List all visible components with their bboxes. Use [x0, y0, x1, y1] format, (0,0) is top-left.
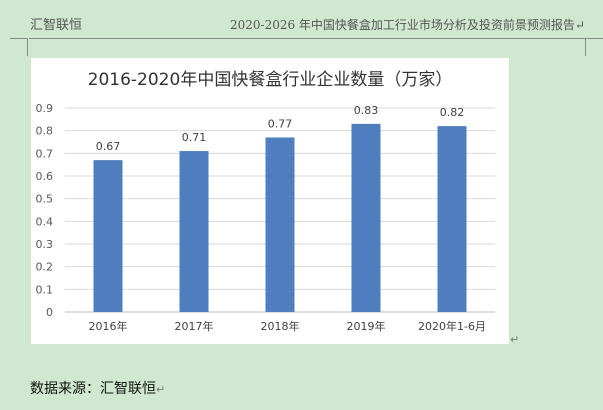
- header-divider: [29, 38, 603, 39]
- paragraph-mark: ↵: [574, 18, 585, 32]
- y-tick-label: 0.5: [36, 193, 54, 206]
- x-tick-label: 2019年: [347, 319, 386, 333]
- y-tick-label: 0: [46, 306, 53, 319]
- bar-value-label: 0.82: [440, 106, 465, 119]
- y-tick-label: 0.4: [36, 215, 54, 228]
- crop-mark-right: [585, 38, 603, 56]
- bar-value-label: 0.67: [96, 140, 121, 153]
- value-labels: 0.67 0.71 0.77 0.83 0.82: [96, 104, 465, 153]
- x-tick-label: 2016年: [89, 319, 128, 333]
- bars: [93, 123, 467, 312]
- header-title-text: 2020-2026 年中国快餐盒加工行业市场分析及投资前景预测报告: [229, 18, 575, 32]
- bar-value-label: 0.83: [354, 104, 379, 117]
- header-document-title: 2020-2026 年中国快餐盒加工行业市场分析及投资前景预测报告↵: [230, 16, 585, 33]
- y-tick-label: 0.7: [36, 147, 54, 160]
- bar-value-label: 0.71: [182, 131, 207, 144]
- x-tick-label: 2018年: [261, 319, 300, 333]
- bar: [93, 160, 123, 312]
- chart-container: 2016-2020年中国快餐盒行业企业数量（万家） 0 0.1 0.2 0.3 0.4 0…: [31, 58, 509, 344]
- header-company: 汇智联恒: [30, 18, 83, 33]
- y-tick-label: 0.8: [36, 125, 54, 138]
- bar-value-label: 0.77: [268, 117, 293, 130]
- crop-mark-left: [10, 38, 28, 56]
- y-tick-label: 0.6: [36, 170, 54, 183]
- x-tick-label: 2020年1-6月: [418, 319, 486, 333]
- y-axis-ticks: 0 0.1 0.2 0.3 0.4 0.5 0.6 0.7 0.8 0.9: [36, 102, 54, 319]
- bar: [265, 137, 295, 312]
- bar: [351, 123, 381, 312]
- y-tick-label: 0.2: [36, 261, 54, 274]
- y-tick-label: 0.9: [36, 102, 54, 115]
- x-axis-ticks: 2016年 2017年 2018年 2019年 2020年1-6月: [89, 319, 486, 333]
- bar-chart: 2016-2020年中国快餐盒行业企业数量（万家） 00.10.20.30.40…: [36, 70, 495, 333]
- source-note: 数据来源：汇智联恒↵: [30, 378, 165, 398]
- chart-title: 2016-2020年中国快餐盒行业企业数量（万家）: [88, 70, 453, 90]
- y-tick-label: 0.3: [36, 238, 54, 251]
- bar: [437, 126, 467, 312]
- source-text: 数据来源：汇智联恒: [30, 381, 156, 397]
- paragraph-mark: ↵: [510, 333, 520, 346]
- paragraph-mark: ↵: [156, 383, 166, 396]
- y-tick-label: 0.1: [36, 283, 54, 296]
- x-tick-label: 2017年: [175, 319, 214, 333]
- bar: [179, 151, 209, 312]
